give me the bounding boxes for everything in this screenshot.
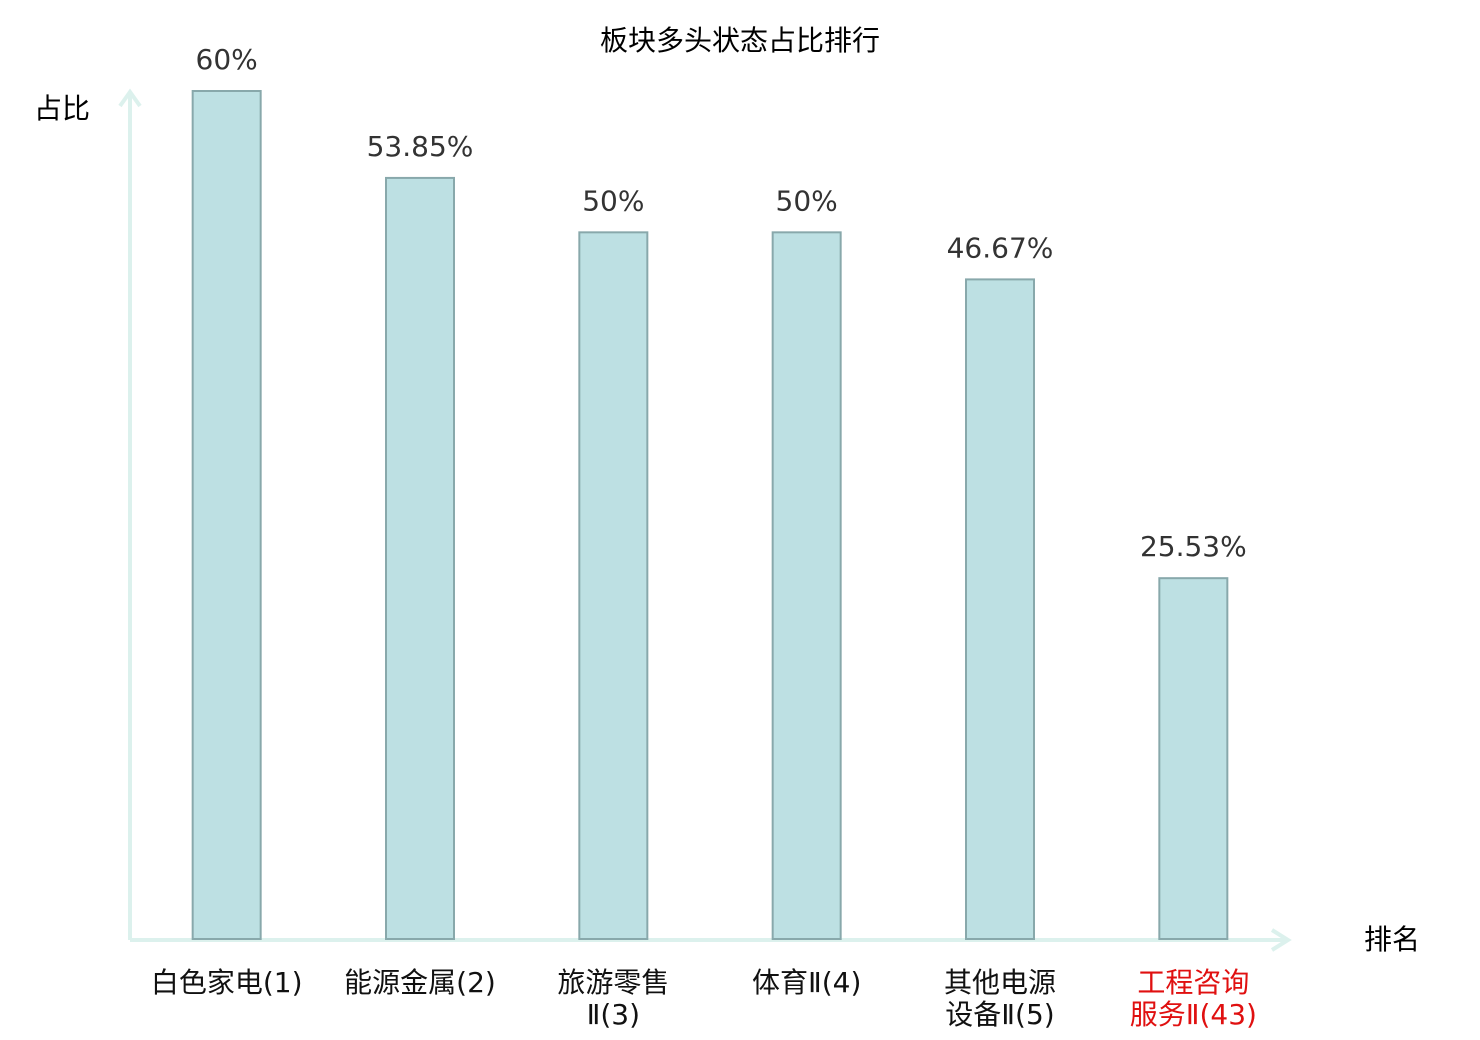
value-label: 46.67%	[947, 231, 1054, 264]
bar	[578, 231, 649, 941]
x-tick-label: 能源金属(2)	[344, 966, 496, 999]
x-tick-label: 白色家电(1)	[151, 966, 303, 999]
bar	[1158, 577, 1229, 941]
bar	[771, 231, 842, 941]
x-tick-label: 旅游零售 Ⅱ(3)	[557, 966, 669, 1031]
x-axis-arrow	[1270, 928, 1292, 952]
x-tick-label: 体育Ⅱ(4)	[752, 966, 861, 999]
bar	[191, 90, 262, 940]
value-label: 25.53%	[1140, 530, 1247, 563]
bar	[385, 176, 455, 941]
value-label: 60%	[196, 43, 258, 76]
bar	[965, 278, 1035, 940]
value-label: 53.85%	[367, 130, 474, 163]
y-axis-label: 占比	[34, 92, 90, 125]
chart-title: 板块多头状态占比排行	[600, 24, 880, 57]
x-axis-label: 排名	[1364, 923, 1420, 956]
axes	[118, 88, 1292, 952]
x-tick-label: 其他电源设备Ⅱ(5)	[944, 966, 1056, 1031]
x-tick-label: 工程咨询服务Ⅱ(43)	[1130, 966, 1257, 1031]
value-label: 50%	[776, 184, 838, 217]
y-axis-arrow	[118, 88, 142, 108]
value-label: 50%	[582, 184, 644, 217]
